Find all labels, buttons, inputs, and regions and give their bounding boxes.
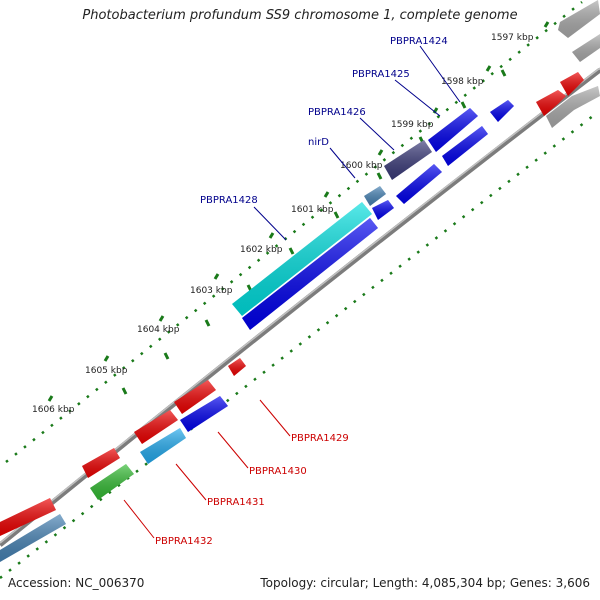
gene-label[interactable]: PBPRA1432 (155, 536, 213, 547)
gene-label-leader (175, 463, 207, 501)
scale-tick-outer (323, 191, 330, 198)
gene-steel-1-shade (0, 514, 66, 562)
gene-label-leader (259, 399, 291, 437)
scale-tick-inner (121, 387, 128, 395)
gene-gray-2-shade (572, 34, 600, 62)
gene-label[interactable]: PBPRA1430 (249, 466, 307, 477)
gene-PBPRA1428-shade (232, 202, 372, 316)
gene-label[interactable]: nirD (308, 137, 329, 148)
scale-tick-inner (288, 247, 295, 255)
gene-label[interactable]: PBPRA1428 (200, 195, 258, 206)
genome-info-text: Topology: circular; Length: 4,085,304 bp… (260, 576, 590, 590)
gene-PBPRA1430-shade (180, 396, 228, 432)
gene-label-leader (123, 499, 155, 539)
gene-label[interactable]: PBPRA1429 (291, 433, 349, 444)
scale-tick-label: 1601 kbp (291, 205, 334, 215)
gene-small-2-shade (372, 200, 394, 220)
inner-scale-dots (0, 111, 599, 579)
map-title: Photobacterium profundum SS9 chromosome … (82, 8, 518, 23)
scale-tick-outer (158, 315, 165, 322)
scale-tick-label: 1597 kbp (491, 33, 534, 43)
scale-tick-outer (213, 273, 220, 280)
scale-tick-label: 1600 kbp (340, 161, 383, 171)
gene-label[interactable]: PBPRA1425 (352, 69, 410, 80)
chromosome-backbone (0, 68, 600, 547)
gene-PBPRA1425-shade (428, 108, 478, 152)
scale-tick-label: 1603 kbp (190, 286, 233, 296)
scale-tick-outer (268, 232, 275, 239)
gene-label-leader (359, 117, 395, 151)
gene-red-6-shade (0, 498, 56, 536)
scale-tick-label: 1602 kbp (240, 245, 283, 255)
scale-tick-label: 1604 kbp (137, 325, 180, 335)
gene-blue-2-shade (442, 126, 488, 166)
scale-tick-inner (376, 172, 383, 180)
gene-PBPRA1429-shade (228, 358, 246, 376)
gene-blue-long-shade (242, 218, 378, 330)
outer-scale-dots (5, 1, 583, 463)
scale-tick-inner (460, 101, 467, 109)
scale-tick-outer (485, 65, 492, 72)
scale-tick-outer (47, 395, 54, 402)
gene-small-1-shade (364, 186, 386, 206)
scale-tick-outer (103, 355, 110, 362)
scale-tick-inner (163, 352, 170, 360)
gene-red-2-shade (560, 72, 584, 96)
gene-blue-1-shade (490, 100, 514, 122)
gene-label-leader (217, 431, 249, 469)
scale-tick-inner (333, 211, 340, 219)
gene-label-leader (419, 45, 461, 103)
accession-text: Accession: NC_006370 (8, 576, 145, 590)
scale-tick-label: 1606 kbp (32, 405, 75, 415)
scale-tick-label: 1599 kbp (391, 120, 434, 130)
gene-red-3-shade (174, 380, 216, 414)
gene-label-leader (253, 206, 287, 241)
scale-tick-inner (204, 319, 211, 327)
gene-gray-3-shade (546, 86, 600, 128)
gene-label-leader (329, 147, 356, 179)
gene-label[interactable]: PBPRA1424 (390, 36, 448, 47)
gene-red-1-shade (536, 90, 566, 116)
gene-label[interactable]: PBPRA1426 (308, 107, 366, 118)
gene-red-5-shade (82, 448, 120, 478)
scale-tick-outer (377, 149, 384, 156)
scale-tick-label: 1598 kbp (441, 77, 484, 87)
scale-tick-outer (543, 21, 550, 28)
scale-tick-inner (500, 69, 507, 77)
gene-blue-3-shade (396, 164, 442, 204)
gene-PBPRA1431-shade (140, 428, 186, 464)
gene-gray-1-shade (558, 0, 600, 38)
gene-label-leader (394, 79, 441, 117)
gene-label[interactable]: PBPRA1431 (207, 497, 265, 508)
gene-red-4-shade (134, 410, 178, 444)
gene-PBPRA1432-shade (90, 464, 134, 500)
gene-nirD-shade (384, 140, 432, 180)
scale-tick-label: 1605 kbp (85, 366, 128, 376)
